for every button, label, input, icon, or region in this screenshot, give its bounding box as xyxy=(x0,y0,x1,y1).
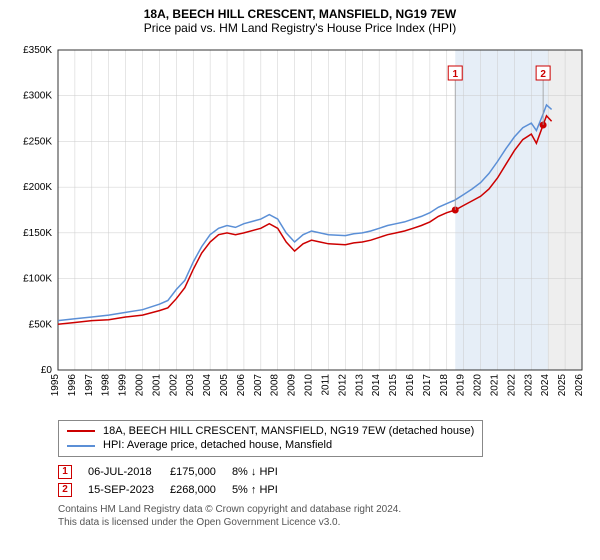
svg-text:2022: 2022 xyxy=(506,373,517,396)
marker-badge-2: 2 xyxy=(58,483,72,497)
svg-text:£50K: £50K xyxy=(29,319,53,330)
svg-text:1995: 1995 xyxy=(50,373,61,396)
svg-text:2019: 2019 xyxy=(456,373,467,396)
legend-item-price-paid: 18A, BEECH HILL CRESCENT, MANSFIELD, NG1… xyxy=(67,424,474,439)
svg-text:2006: 2006 xyxy=(236,373,247,396)
legend-swatch-1 xyxy=(67,430,95,432)
svg-text:2020: 2020 xyxy=(473,373,484,396)
svg-text:1: 1 xyxy=(452,69,458,80)
svg-text:2001: 2001 xyxy=(151,373,162,396)
svg-text:2010: 2010 xyxy=(304,373,315,396)
legend-swatch-2 xyxy=(67,445,95,447)
transactions-table: 1 06-JUL-2018 £175,000 8% ↓ HPI 2 15-SEP… xyxy=(58,463,588,499)
svg-text:2012: 2012 xyxy=(337,373,348,396)
svg-text:£100K: £100K xyxy=(23,273,52,284)
svg-text:2017: 2017 xyxy=(422,373,433,396)
svg-text:2003: 2003 xyxy=(185,373,196,396)
legend-label-2: HPI: Average price, detached house, Mans… xyxy=(103,438,332,453)
svg-text:£250K: £250K xyxy=(23,136,52,147)
svg-text:2016: 2016 xyxy=(405,373,416,396)
chart-container: 18A, BEECH HILL CRESCENT, MANSFIELD, NG1… xyxy=(0,0,600,560)
svg-text:£300K: £300K xyxy=(23,90,52,101)
svg-text:2009: 2009 xyxy=(287,373,298,396)
svg-text:2024: 2024 xyxy=(540,373,551,396)
transaction-price: £268,000 xyxy=(170,481,232,499)
svg-text:1999: 1999 xyxy=(118,373,129,396)
svg-text:2008: 2008 xyxy=(270,373,281,396)
svg-text:2015: 2015 xyxy=(388,373,399,396)
transaction-delta: 5% ↑ HPI xyxy=(232,481,294,499)
legend: 18A, BEECH HILL CRESCENT, MANSFIELD, NG1… xyxy=(58,420,483,458)
svg-text:1996: 1996 xyxy=(67,373,78,396)
svg-text:2011: 2011 xyxy=(320,373,331,395)
footer: Contains HM Land Registry data © Crown c… xyxy=(58,503,588,529)
svg-text:2021: 2021 xyxy=(489,373,500,396)
svg-text:2000: 2000 xyxy=(135,373,146,396)
svg-text:2013: 2013 xyxy=(354,373,365,396)
svg-text:2005: 2005 xyxy=(219,373,230,396)
svg-text:1997: 1997 xyxy=(84,373,95,396)
legend-item-hpi: HPI: Average price, detached house, Mans… xyxy=(67,438,474,453)
svg-text:£200K: £200K xyxy=(23,182,52,193)
footer-line-2: This data is licensed under the Open Gov… xyxy=(58,516,588,529)
svg-text:2025: 2025 xyxy=(557,373,568,396)
transaction-delta: 8% ↓ HPI xyxy=(232,463,294,481)
svg-text:2023: 2023 xyxy=(523,373,534,396)
chart-plot: £0£50K£100K£150K£200K£250K£300K£350K1995… xyxy=(12,42,588,412)
svg-text:£150K: £150K xyxy=(23,227,52,238)
chart-svg: £0£50K£100K£150K£200K£250K£300K£350K1995… xyxy=(12,42,588,412)
chart-subtitle: Price paid vs. HM Land Registry's House … xyxy=(12,22,588,36)
svg-text:2007: 2007 xyxy=(253,373,264,396)
svg-text:2: 2 xyxy=(540,69,546,80)
table-row: 1 06-JUL-2018 £175,000 8% ↓ HPI xyxy=(58,463,294,481)
footer-line-1: Contains HM Land Registry data © Crown c… xyxy=(58,503,588,516)
transaction-price: £175,000 xyxy=(170,463,232,481)
table-row: 2 15-SEP-2023 £268,000 5% ↑ HPI xyxy=(58,481,294,499)
transaction-date: 15-SEP-2023 xyxy=(88,481,170,499)
svg-text:£350K: £350K xyxy=(23,45,52,56)
svg-text:2014: 2014 xyxy=(371,373,382,396)
transaction-date: 06-JUL-2018 xyxy=(88,463,170,481)
svg-text:2004: 2004 xyxy=(202,373,213,396)
chart-title: 18A, BEECH HILL CRESCENT, MANSFIELD, NG1… xyxy=(12,8,588,22)
svg-text:2018: 2018 xyxy=(439,373,450,396)
svg-text:2026: 2026 xyxy=(574,373,585,396)
marker-badge-1: 1 xyxy=(58,465,72,479)
svg-text:1998: 1998 xyxy=(101,373,112,396)
svg-text:2002: 2002 xyxy=(168,373,179,396)
legend-label-1: 18A, BEECH HILL CRESCENT, MANSFIELD, NG1… xyxy=(103,424,474,439)
